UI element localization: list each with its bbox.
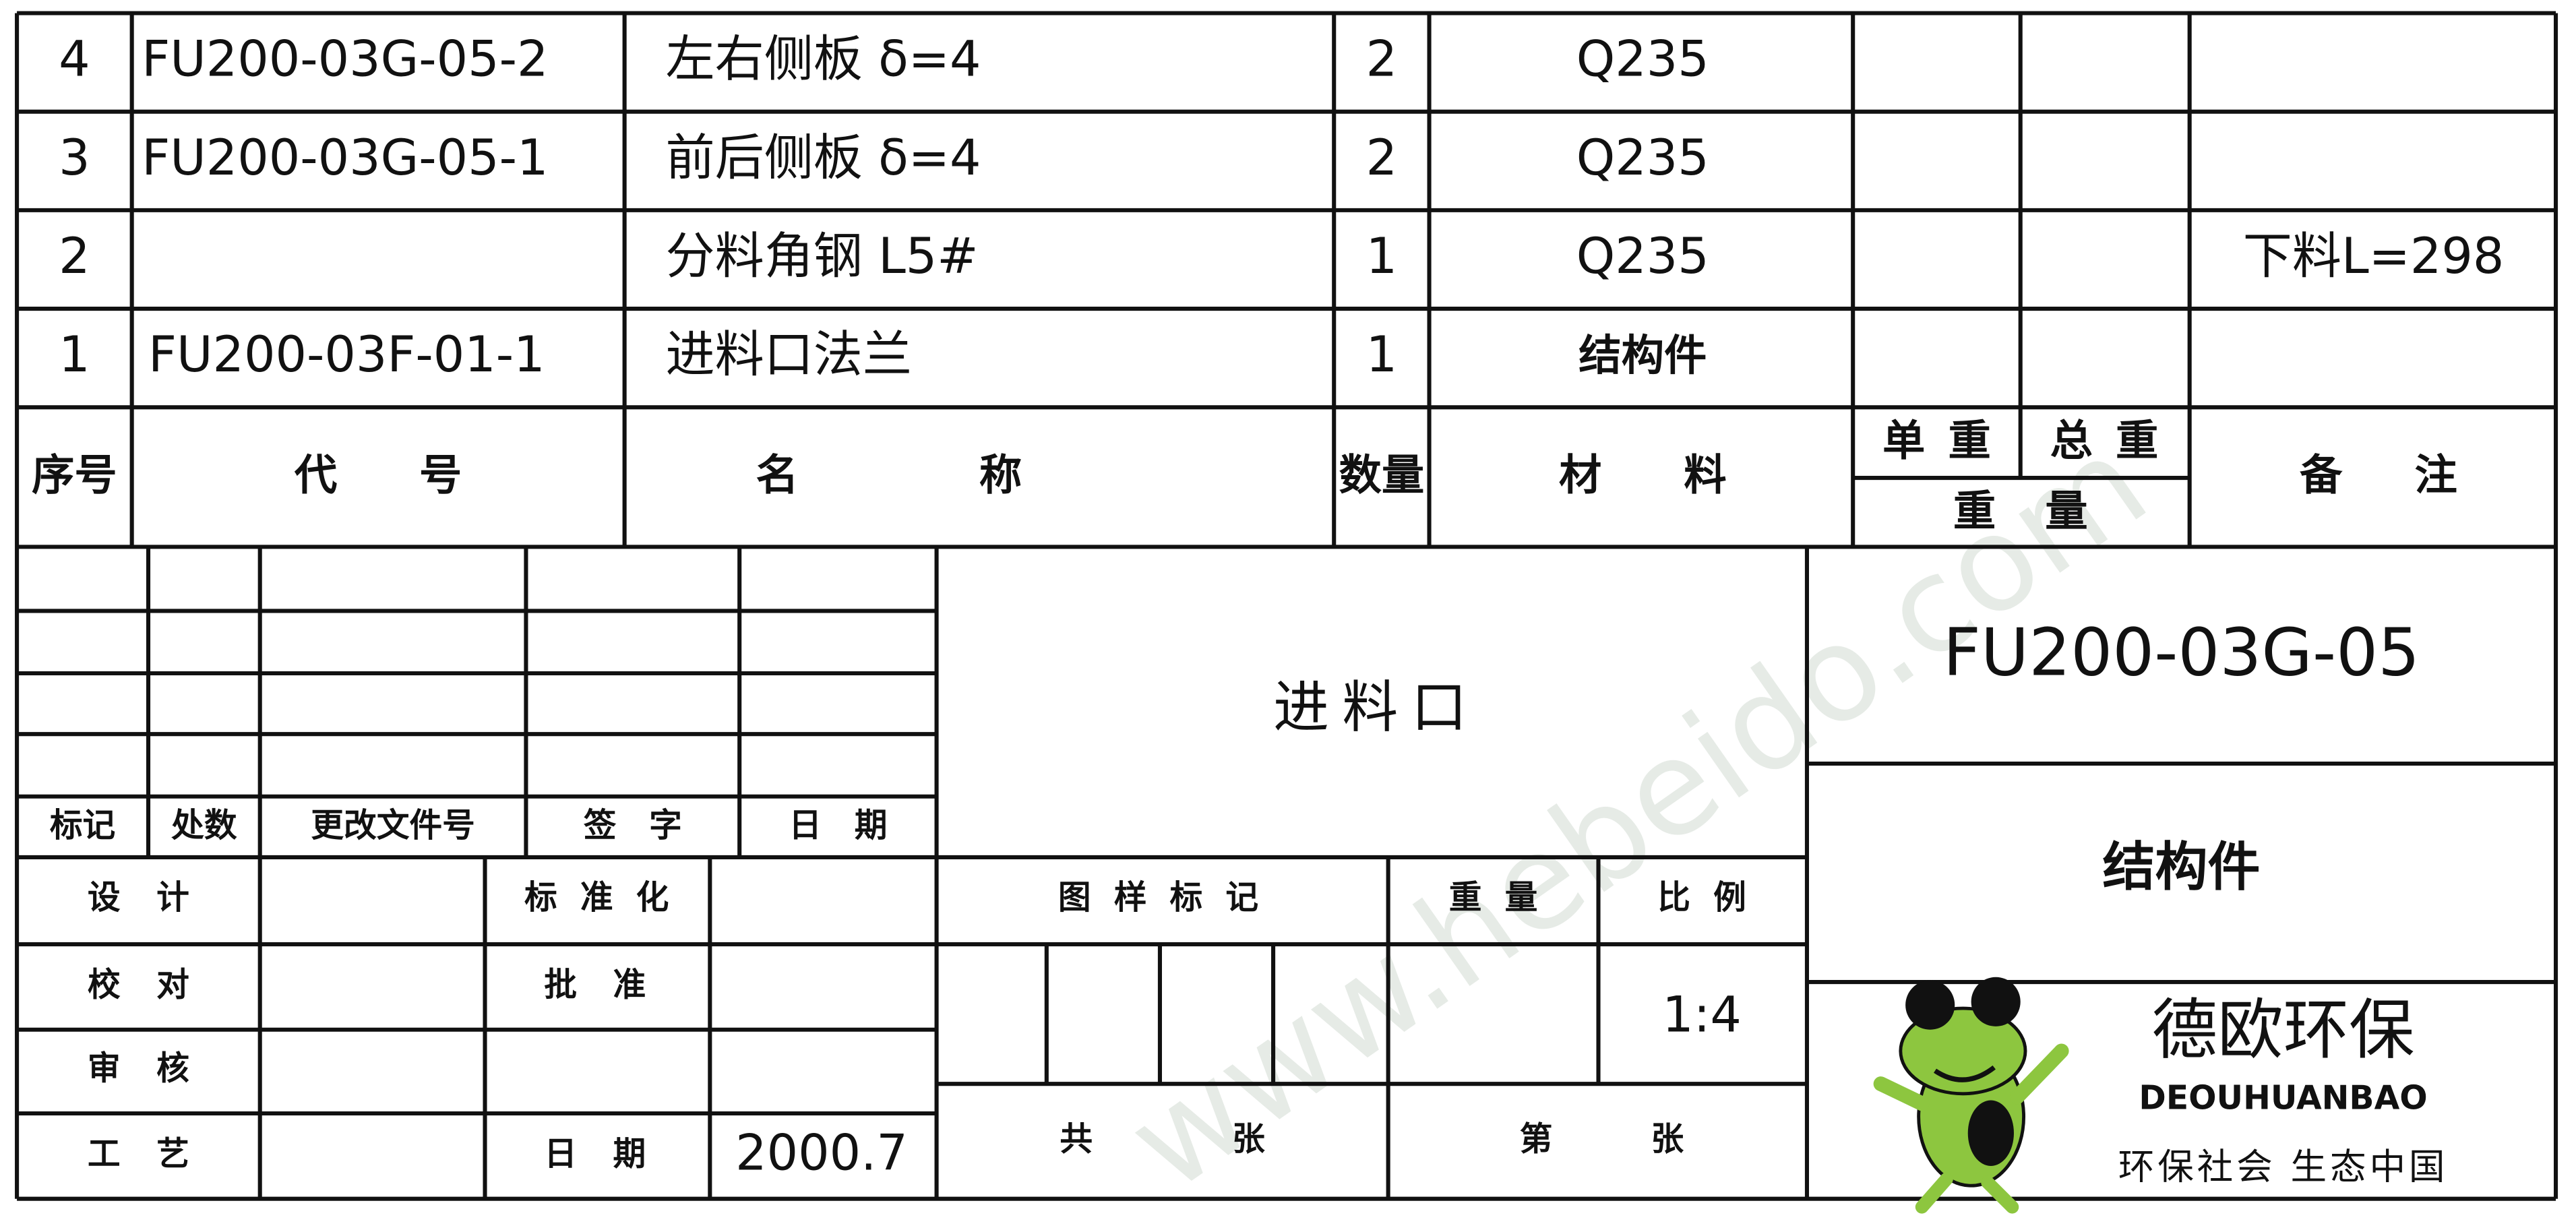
row-name: 进料口法兰	[666, 326, 912, 383]
row-material: 结构件	[1578, 330, 1707, 380]
date: 2000.7	[735, 1124, 908, 1181]
date-label: 日期	[544, 1135, 682, 1173]
review: 审核	[88, 1050, 226, 1088]
header-total-weight: 总重	[2050, 415, 2182, 465]
standardization: 标准化	[524, 879, 692, 917]
grid-lines	[15, 11, 2558, 1201]
header-no: 序号	[32, 450, 117, 500]
scale-label: 比例	[1657, 879, 1769, 917]
rev-date: 日期	[789, 807, 920, 844]
row-qty: 2	[1366, 31, 1398, 88]
row-no: 2	[59, 228, 90, 285]
row-material: Q235	[1576, 129, 1709, 187]
design: 设计	[88, 879, 226, 917]
row-code: FU200-03G-05-1	[142, 129, 548, 187]
rev-mark: 标记	[50, 807, 115, 844]
header-name: 名称	[756, 450, 1203, 500]
row-code: FU200-03G-05-2	[142, 31, 548, 88]
weight-label: 重量	[1449, 879, 1561, 917]
row-no: 1	[59, 326, 90, 383]
row-qty: 1	[1366, 326, 1398, 383]
row-qty: 2	[1366, 129, 1398, 187]
current-unit: 张	[1651, 1120, 1684, 1158]
header-remark: 备注	[2300, 450, 2529, 500]
row-material: Q235	[1576, 228, 1709, 285]
rev-signature: 签字	[584, 807, 715, 844]
company-name: 德欧环保	[2152, 992, 2415, 1068]
row-remark: 下料L=298	[2243, 228, 2505, 285]
total-unit: 张	[1232, 1120, 1265, 1158]
header-qty: 数量	[1339, 450, 1425, 500]
row-code: FU200-03F-01-1	[148, 326, 545, 383]
process: 工艺	[88, 1135, 226, 1173]
company-slogan: 环保社会 生态中国	[2118, 1145, 2449, 1188]
current-label: 第	[1520, 1120, 1553, 1158]
scale: 1:4	[1662, 987, 1742, 1044]
check: 校对	[88, 966, 226, 1004]
row-name: 左右侧板 δ=4	[666, 31, 981, 88]
frog-logo	[1873, 977, 2069, 1214]
row-no: 4	[59, 31, 90, 88]
drawing-no: FU200-03G-05	[1943, 614, 2420, 690]
title: 进料口	[1273, 675, 1480, 740]
pattern-mark: 图样标记	[1058, 879, 1281, 917]
row-qty: 1	[1366, 228, 1398, 285]
header-unit-weight: 单重	[1882, 415, 2014, 465]
row-no: 3	[59, 129, 90, 187]
header-weight: 重量	[1953, 486, 2137, 536]
total-label: 共	[1060, 1120, 1093, 1158]
header-material: 材料	[1559, 450, 1808, 500]
rev-doc-no: 更改文件号	[311, 807, 475, 844]
header-code: 代号	[294, 450, 544, 500]
rev-count: 处数	[171, 807, 237, 844]
approve: 批准	[544, 966, 682, 1004]
company-pinyin: DEOUHUANBAO	[2139, 1080, 2427, 1117]
category: 结构件	[2103, 837, 2261, 898]
row-name: 分料角钢 L5#	[666, 228, 979, 285]
row-name: 前后侧板 δ=4	[666, 129, 981, 187]
row-material: Q235	[1576, 31, 1709, 88]
